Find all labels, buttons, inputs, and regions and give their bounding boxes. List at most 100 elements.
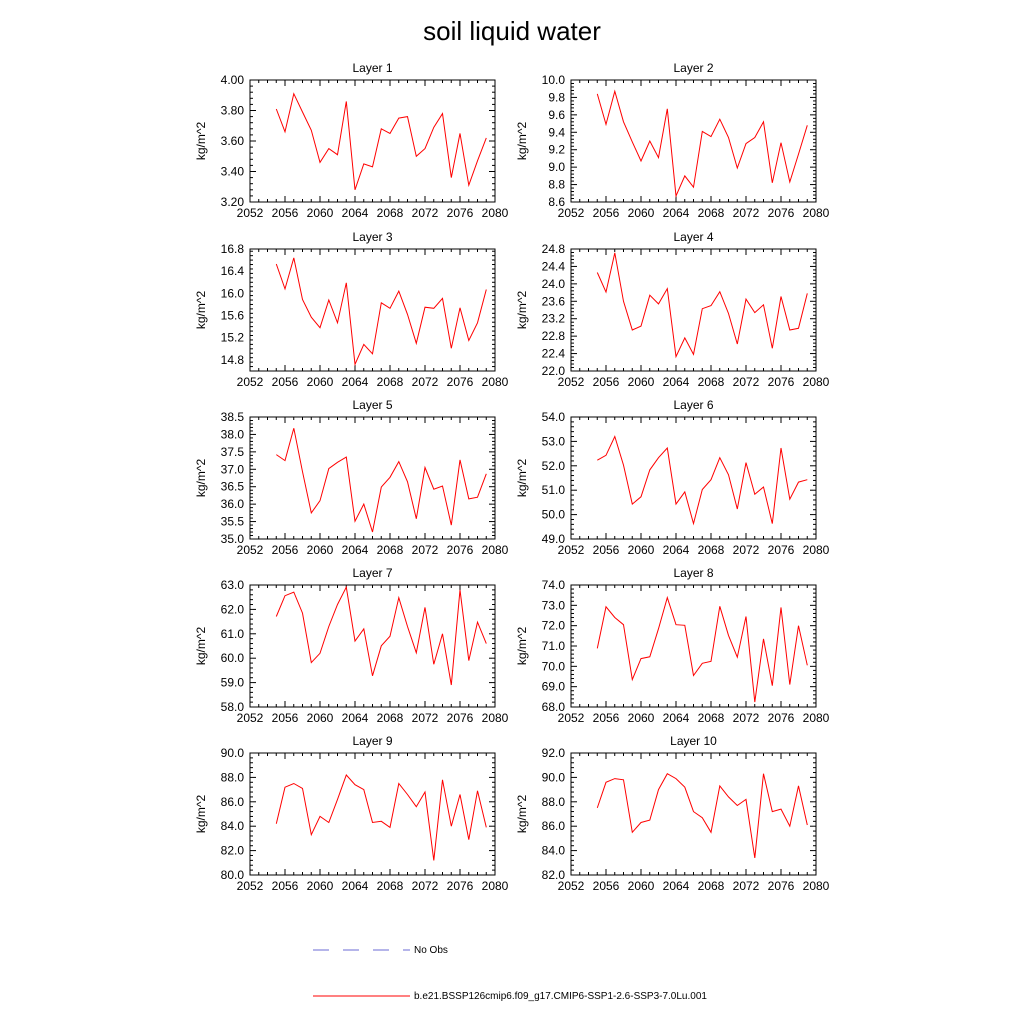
y-tick-label: 72.0 — [542, 619, 566, 633]
y-tick-label: 50.0 — [542, 508, 566, 522]
panel-layer-6: Layer 6 kg/m^2 2052 2056 2060 2064 2068 2072 207… — [515, 398, 830, 557]
chart-title: soil liquid water — [423, 16, 601, 46]
panel-layer-7: Layer 7 kg/m^2 2052 2056 2060 2064 2068 2072 207… — [194, 566, 509, 725]
y-tick-label: 14.8 — [221, 353, 245, 367]
x-tick-label: 2056 — [272, 879, 299, 893]
plot-frame — [570, 584, 817, 708]
y-tick-label: 84.0 — [221, 819, 245, 833]
y-axis-label: kg/m^2 — [194, 795, 208, 834]
x-tick-label: 2076 — [447, 375, 474, 389]
y-tick-label: 49.0 — [542, 532, 566, 546]
plot-frame — [249, 752, 496, 876]
series-line — [597, 435, 808, 526]
y-tick-label: 82.0 — [542, 868, 566, 882]
x-tick-label: 2064 — [663, 206, 690, 220]
x-tick-label: 2064 — [663, 375, 690, 389]
x-tick-label: 2072 — [733, 206, 760, 220]
y-axis-label: kg/m^2 — [194, 122, 208, 161]
y-tick-label: 3.60 — [221, 134, 245, 148]
plot-frame — [570, 416, 817, 540]
series-line — [275, 774, 487, 861]
y-tick-label: 8.8 — [548, 178, 565, 192]
series-line — [596, 252, 808, 359]
y-tick-label: 9.6 — [548, 108, 565, 122]
x-tick-label: 2080 — [803, 375, 830, 389]
panel-layer-9: Layer 9 kg/m^2 2052 2056 2060 2064 2068 2072 207… — [194, 734, 509, 893]
x-tick-label: 2060 — [307, 879, 334, 893]
y-tick-label: 35.0 — [221, 532, 245, 546]
y-tick-label: 9.0 — [548, 160, 565, 174]
legend-obs-label: No Obs — [414, 945, 448, 956]
plot-frame — [249, 416, 496, 540]
y-tick-label: 38.0 — [221, 427, 245, 441]
series-line — [596, 89, 808, 198]
x-tick-label: 2076 — [447, 206, 474, 220]
x-tick-label: 2052 — [558, 375, 585, 389]
panel-layer-4: Layer 4 kg/m^2 2052 2056 2060 2064 2068 2072 207… — [515, 230, 830, 389]
y-tick-label: 59.0 — [221, 676, 245, 690]
y-tick-label: 53.0 — [542, 434, 566, 448]
y-tick-label: 70.0 — [542, 659, 566, 673]
x-tick-label: 2072 — [412, 711, 439, 725]
x-tick-label: 2076 — [447, 879, 474, 893]
x-tick-label: 2072 — [733, 543, 760, 557]
x-tick-label: 2052 — [237, 206, 264, 220]
panel-title: Layer 10 — [670, 734, 717, 748]
panels-group: Layer 1 kg/m^2 2052 2056 2060 2064 2068 2072 207… — [194, 61, 830, 893]
x-tick-label: 2060 — [307, 206, 334, 220]
x-tick-label: 2076 — [768, 375, 795, 389]
y-tick-label: 16.4 — [221, 264, 245, 278]
y-axis-label: kg/m^2 — [515, 795, 529, 834]
y-tick-label: 82.0 — [221, 844, 245, 858]
x-tick-label: 2080 — [803, 711, 830, 725]
x-tick-label: 2052 — [558, 543, 585, 557]
y-tick-label: 58.0 — [221, 700, 245, 714]
x-tick-label: 2080 — [803, 206, 830, 220]
panel-title: Layer 1 — [352, 61, 392, 75]
x-tick-label: 2056 — [272, 206, 299, 220]
x-tick-label: 2076 — [447, 543, 474, 557]
y-tick-label: 24.4 — [542, 259, 566, 273]
y-tick-label: 38.5 — [221, 410, 245, 424]
y-tick-label: 51.0 — [542, 483, 566, 497]
x-tick-label: 2068 — [698, 879, 725, 893]
panel-layer-3: Layer 3 kg/m^2 2052 2056 2060 2064 2068 2072 207… — [194, 230, 509, 389]
x-tick-label: 2064 — [663, 543, 690, 557]
y-tick-label: 60.0 — [221, 651, 245, 665]
x-tick-label: 2052 — [558, 206, 585, 220]
y-tick-label: 9.2 — [548, 143, 565, 157]
x-tick-label: 2060 — [628, 711, 655, 725]
panel-title: Layer 7 — [352, 566, 392, 580]
y-tick-label: 68.0 — [542, 700, 566, 714]
x-tick-label: 2068 — [377, 711, 404, 725]
x-tick-label: 2060 — [628, 375, 655, 389]
x-tick-label: 2052 — [558, 879, 585, 893]
panel-title: Layer 6 — [673, 398, 713, 412]
series-line — [276, 428, 487, 533]
x-tick-label: 2076 — [768, 206, 795, 220]
panel-title: Layer 3 — [352, 230, 392, 244]
y-tick-label: 24.8 — [542, 242, 566, 256]
x-tick-label: 2068 — [377, 543, 404, 557]
x-tick-label: 2068 — [377, 375, 404, 389]
x-tick-label: 2080 — [482, 375, 509, 389]
y-axis-label: kg/m^2 — [515, 459, 529, 498]
x-tick-label: 2068 — [698, 206, 725, 220]
x-tick-label: 2080 — [803, 543, 830, 557]
x-tick-label: 2072 — [733, 879, 760, 893]
y-tick-label: 73.0 — [542, 598, 566, 612]
x-tick-label: 2076 — [768, 879, 795, 893]
panel-layer-8: Layer 8 kg/m^2 2052 2056 2060 2064 2068 2072 207… — [515, 566, 830, 725]
x-tick-label: 2072 — [733, 375, 760, 389]
y-tick-label: 36.0 — [221, 497, 245, 511]
x-tick-label: 2068 — [377, 879, 404, 893]
x-tick-label: 2052 — [237, 543, 264, 557]
x-tick-label: 2064 — [342, 879, 369, 893]
panel-title: Layer 9 — [352, 734, 392, 748]
x-tick-label: 2064 — [663, 879, 690, 893]
x-tick-label: 2060 — [628, 543, 655, 557]
x-tick-label: 2080 — [482, 879, 509, 893]
y-tick-label: 3.20 — [221, 195, 245, 209]
series-line — [596, 595, 808, 703]
x-tick-label: 2056 — [593, 206, 620, 220]
